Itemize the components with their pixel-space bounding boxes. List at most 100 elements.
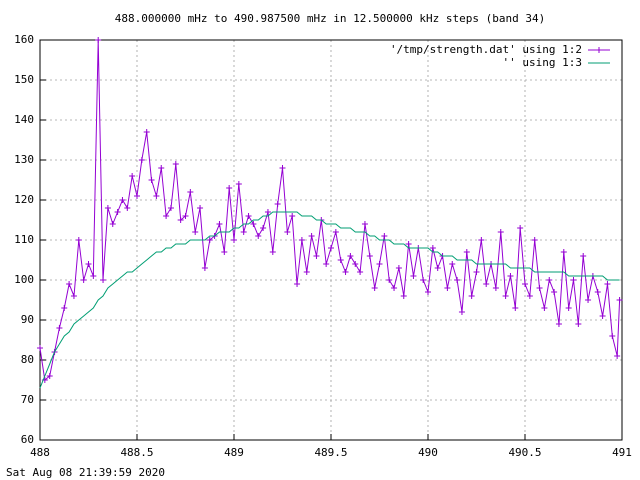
data-point (114, 209, 121, 215)
data-point (599, 313, 606, 319)
data-point (206, 237, 213, 243)
data-point (570, 277, 577, 283)
data-point (541, 305, 548, 311)
data-point (148, 177, 155, 183)
data-point (616, 297, 623, 303)
data-point (37, 345, 43, 351)
data-point (66, 281, 73, 287)
data-point (391, 285, 398, 291)
x-tick-label: 488.5 (120, 446, 153, 459)
data-point (609, 333, 616, 339)
y-tick-label: 80 (21, 353, 34, 366)
data-point (158, 165, 165, 171)
data-point (395, 265, 402, 271)
data-point (580, 253, 587, 259)
data-point (75, 237, 82, 243)
data-point (517, 225, 524, 231)
data-point (512, 305, 519, 311)
data-point (347, 253, 354, 259)
data-point (245, 213, 252, 219)
data-point (192, 229, 199, 235)
data-point (458, 309, 465, 315)
data-point (400, 293, 407, 299)
data-point (226, 185, 233, 191)
data-point (565, 305, 572, 311)
data-point (575, 321, 582, 327)
y-tick-label: 150 (14, 73, 34, 86)
data-point (279, 165, 286, 171)
data-point (352, 261, 359, 267)
chart-title: 488.000000 mHz to 490.987500 mHz in 12.5… (115, 12, 545, 25)
data-point (46, 373, 53, 379)
data-point (303, 269, 310, 275)
data-point (507, 273, 514, 279)
data-point (313, 253, 320, 259)
data-point (187, 189, 194, 195)
data-point (153, 193, 160, 199)
x-tick-label: 489.5 (314, 446, 347, 459)
data-point (167, 205, 174, 211)
data-point (197, 205, 204, 211)
data-point (235, 181, 242, 187)
y-tick-label: 120 (14, 193, 34, 206)
y-tick-label: 160 (14, 33, 34, 46)
data-point (264, 209, 271, 215)
data-point (361, 221, 368, 227)
data-point (138, 157, 145, 163)
data-point (376, 261, 383, 267)
data-point (328, 245, 334, 251)
data-point (454, 277, 461, 283)
legend-label: '' using 1:3 (503, 56, 582, 69)
data-point (468, 293, 475, 299)
data-point (546, 277, 553, 283)
data-point (463, 249, 470, 255)
data-point (478, 237, 485, 243)
y-tick-label: 140 (14, 113, 34, 126)
data-point (522, 281, 528, 287)
data-point (332, 229, 339, 235)
data-point (298, 237, 305, 243)
data-point (269, 249, 276, 255)
y-tick-label: 70 (21, 393, 34, 406)
data-point (425, 289, 431, 295)
data-point (294, 281, 301, 287)
x-tick-label: 490 (418, 446, 438, 459)
data-point (104, 205, 111, 211)
data-point (381, 233, 388, 239)
data-point (182, 213, 189, 219)
data-point (274, 201, 281, 207)
data-point (250, 221, 257, 227)
data-point (61, 305, 68, 311)
data-point (95, 37, 102, 43)
series-line (39, 211, 620, 389)
data-point (134, 193, 140, 199)
data-point (366, 253, 373, 259)
data-point (371, 285, 378, 291)
legend-label: '/tmp/strength.dat' using 1:2 (390, 43, 582, 56)
data-point (410, 273, 417, 279)
data-point (497, 229, 504, 235)
x-tick-label: 490.5 (508, 446, 541, 459)
y-tick-label: 110 (14, 233, 34, 246)
data-point (526, 293, 533, 299)
data-point (536, 285, 543, 291)
data-point (585, 297, 592, 303)
data-point (216, 221, 223, 227)
data-point (260, 225, 267, 231)
data-point (221, 249, 228, 255)
data-point (434, 265, 441, 271)
data-point (551, 289, 558, 295)
data-point (560, 249, 567, 255)
data-point (100, 277, 107, 283)
data-point (119, 197, 126, 203)
data-point (444, 285, 451, 291)
data-point (429, 245, 436, 251)
data-point (405, 241, 412, 247)
legend-point (596, 47, 602, 53)
data-point (323, 261, 330, 267)
data-point (80, 277, 87, 283)
data-point (357, 269, 364, 275)
data-point (177, 217, 184, 223)
